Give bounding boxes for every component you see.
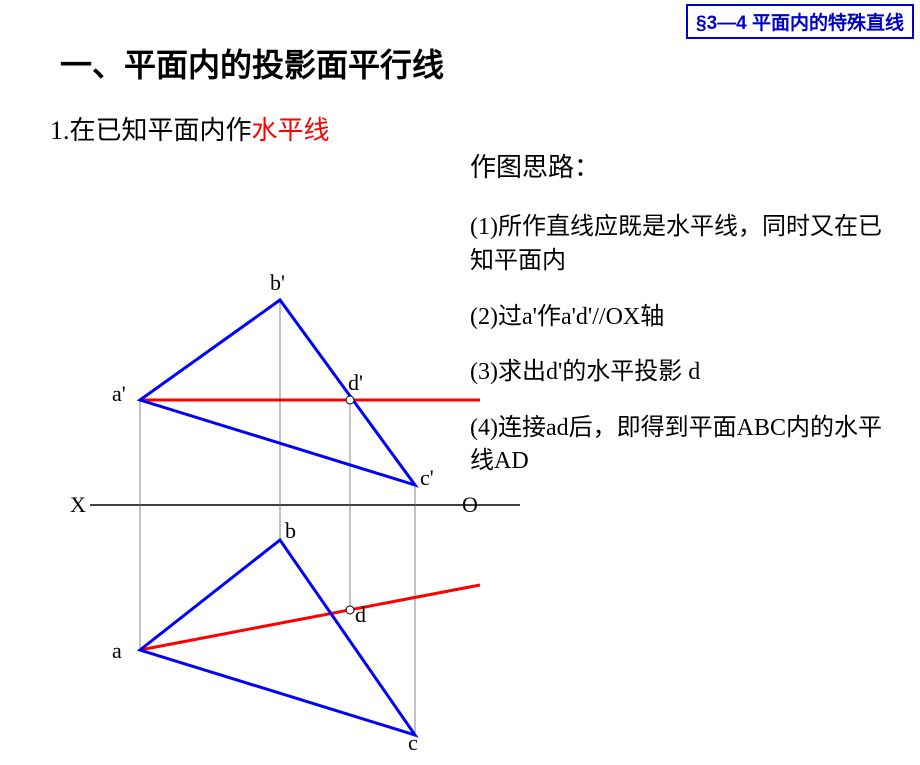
label-a-prime: a': [112, 381, 126, 407]
label-b: b: [285, 518, 296, 544]
diagram-svg: [70, 140, 530, 760]
upper-triangle: [140, 300, 415, 485]
label-a: a: [112, 638, 122, 664]
section-header: §3—4 平面内的特殊直线: [686, 4, 914, 39]
step-1: (1)所作直线应既是水平线，同时又在已知平面内: [470, 211, 900, 278]
label-c: c: [408, 730, 418, 756]
label-X: X: [70, 492, 86, 518]
point-d-prime: [346, 396, 354, 404]
geometry-diagram: a' b' c' d' a b c d X O: [70, 140, 470, 670]
section-header-text: §3—4 平面内的特殊直线: [696, 13, 904, 34]
point-d: [346, 606, 354, 614]
step-3: (3)求出d'的水平投影 d: [470, 356, 900, 390]
step-4: (4)连接ad后，即得到平面ABC内的水平线AD: [470, 412, 900, 479]
label-d: d: [355, 602, 366, 628]
lower-horizontal-line: [140, 585, 480, 650]
thinking-title: 作图思路：: [470, 150, 900, 186]
main-title: 一、平面内的投影面平行线: [60, 40, 444, 86]
label-d-prime: d': [348, 370, 363, 396]
label-b-prime: b': [270, 270, 285, 296]
explanation-text: 作图思路： (1)所作直线应既是水平线，同时又在已知平面内 (2)过a'作a'd…: [470, 150, 900, 501]
lower-triangle: [140, 540, 415, 735]
step-2: (2)过a'作a'd'//OX轴: [470, 301, 900, 335]
label-c-prime: c': [420, 465, 434, 491]
